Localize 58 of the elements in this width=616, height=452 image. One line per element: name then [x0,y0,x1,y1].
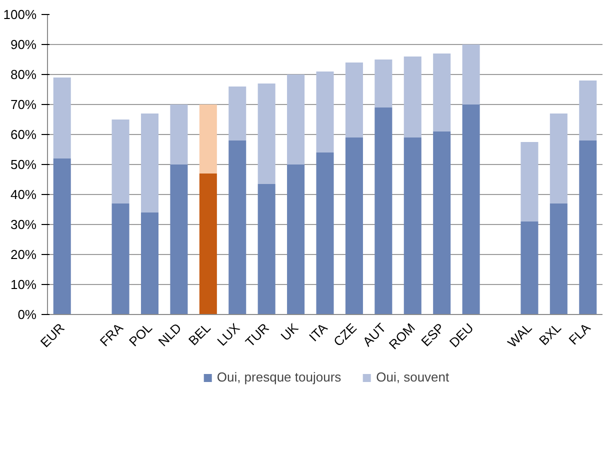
x-tick-label: UK [278,320,302,344]
y-tick-label: 20% [10,247,37,262]
bar [287,164,305,314]
x-tick-label: TUR [242,320,272,350]
y-tick-label: 0% [18,307,37,322]
x-tick-label: WAL [504,320,535,350]
bar [520,222,538,314]
bar [433,132,451,314]
bar [404,56,422,138]
y-tick-label: 80% [10,67,37,82]
y-tick-label: 40% [10,187,37,202]
bar [462,44,480,104]
y-tick-label: 90% [10,37,37,52]
legend-label: Oui, souvent [376,370,450,384]
x-tick-label: FRA [96,320,126,350]
bar [287,74,305,164]
bar [112,204,130,314]
bar [258,84,276,184]
y-tick-label: 50% [10,157,37,172]
bar [258,184,276,314]
bar [579,140,597,314]
bar [316,72,334,152]
bar [550,204,568,314]
x-tick-label: BXL [536,320,564,348]
x-tick-label: BEL [185,320,214,348]
bar [199,174,217,314]
bar [112,120,130,204]
bar [228,140,246,314]
y-tick-label: 60% [10,127,37,142]
bar [228,86,246,140]
bar [345,62,363,138]
bar [53,78,71,158]
y-tick-label: 30% [10,217,37,232]
x-tick-label: ITA [306,320,331,344]
bar [140,114,158,212]
bar [53,158,71,314]
bar [345,138,363,314]
bar [579,80,597,140]
bar [404,138,422,314]
bar [550,114,568,204]
x-tick-label: NLD [155,320,184,350]
bar [374,108,392,314]
bar [520,142,538,222]
bar [374,60,392,108]
y-tick-label: 70% [10,97,37,112]
y-tick-label: 100% [3,7,37,22]
bar [462,104,480,314]
bar [199,104,217,174]
x-tick-label: FLA [566,320,594,348]
legend-label: Oui, presque toujours [216,370,342,384]
bar [433,54,451,132]
bar [170,164,188,314]
y-tick-label: 10% [10,277,37,292]
x-tick-label: CZE [330,320,360,350]
bar [170,104,188,164]
x-tick-label: POL [126,320,156,350]
bar [316,152,334,314]
bar [140,212,158,314]
